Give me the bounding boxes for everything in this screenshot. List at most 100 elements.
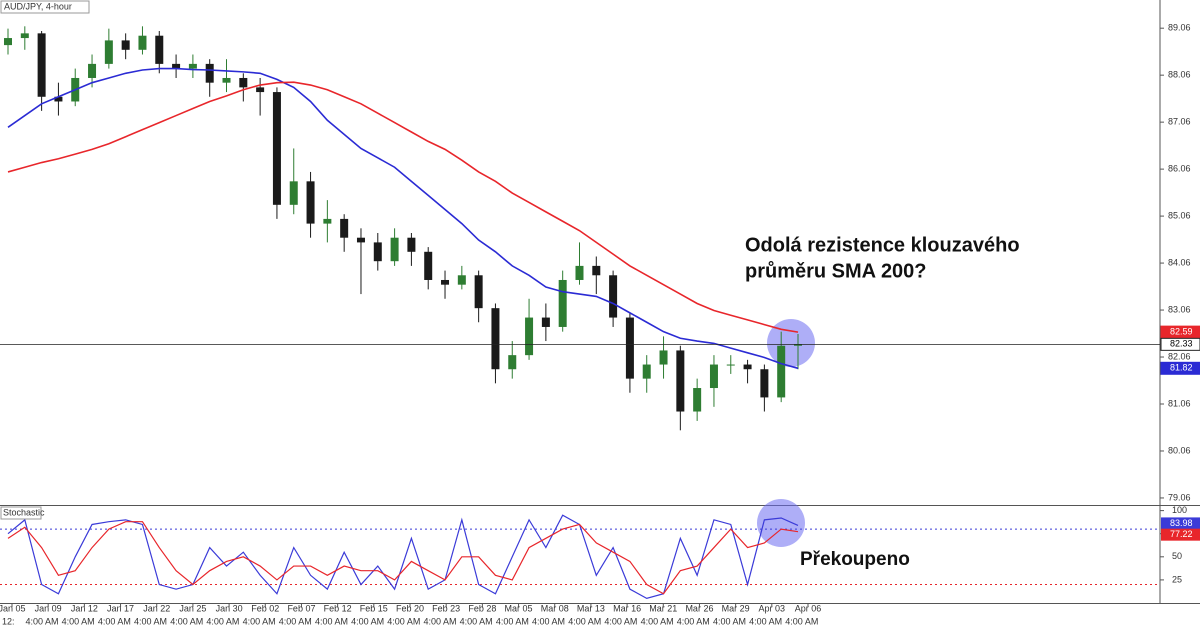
- x-time-label: 4:00 AM: [351, 616, 384, 626]
- y-tick-label: 25: [1172, 574, 1182, 584]
- price-badge: [1160, 337, 1200, 351]
- candle-body: [4, 38, 12, 46]
- x-tick-label: Jan 22: [143, 603, 170, 613]
- x-time-label: 4:00 AM: [749, 616, 782, 626]
- x-tick-label: Feb 15: [360, 603, 388, 613]
- candle-body: [37, 33, 46, 97]
- y-tick-label: 79.06: [1168, 492, 1191, 502]
- candle-body: [373, 242, 382, 262]
- price-badge-label: 82.33: [1170, 339, 1193, 349]
- candle-body: [54, 96, 63, 102]
- x-tick-label: Mar 05: [505, 603, 533, 613]
- candle-body: [525, 317, 534, 356]
- candle-body: [726, 364, 735, 366]
- candle-body: [88, 63, 97, 78]
- x-time-label: 4:00 AM: [713, 616, 746, 626]
- x-time-label: 4:00 AM: [677, 616, 710, 626]
- candle-body: [491, 308, 500, 370]
- candle-body: [424, 251, 433, 280]
- value-badge: [1161, 517, 1200, 530]
- x-tick-label: Jan 12: [71, 603, 98, 613]
- candle-body: [155, 35, 164, 64]
- price-badge: [1160, 361, 1200, 375]
- candle-body: [541, 317, 550, 327]
- annotation: Překoupeno: [800, 549, 910, 570]
- stochastic-line: [7, 514, 799, 600]
- annotation: Odolá rezistence klouzavého: [745, 234, 1020, 256]
- y-tick-label: 80.06: [1168, 445, 1191, 455]
- y-tick-label: 86.06: [1168, 163, 1191, 173]
- x-time-label: 4:00 AM: [25, 616, 58, 626]
- y-tick-label: 88.06: [1168, 70, 1191, 80]
- candle-body: [323, 218, 332, 224]
- value-badge-label: 83.98: [1170, 518, 1193, 528]
- x-time-label: 4:00 AM: [641, 616, 674, 626]
- price-badge-label: 82.59: [1170, 327, 1193, 337]
- candle-body: [609, 275, 618, 318]
- x-tick-label: Feb 28: [468, 603, 496, 613]
- candle-body: [407, 237, 416, 252]
- highlight-circle: [767, 319, 815, 367]
- candle-body: [340, 218, 349, 238]
- candle-body: [676, 350, 685, 412]
- value-badge: [1161, 528, 1200, 541]
- x-time-label: 4:00 AM: [532, 616, 565, 626]
- x-time-label: 4:00 AM: [98, 616, 131, 626]
- x-time-label: 4:00 AM: [460, 616, 493, 626]
- indicator-title: Stochastic: [3, 507, 45, 517]
- candle-body: [474, 275, 483, 309]
- candle-body: [104, 40, 113, 64]
- y-tick-label: 89.06: [1168, 23, 1191, 33]
- candle-body: [693, 388, 702, 412]
- stochastic-line: [7, 521, 799, 595]
- highlight-circle: [757, 499, 805, 547]
- x-tick-label: Feb 07: [287, 603, 315, 613]
- candle-body: [306, 181, 315, 224]
- y-tick-label: 100: [1172, 505, 1187, 515]
- candle-body: [441, 279, 450, 285]
- moving-average-line: [7, 67, 799, 370]
- y-tick-label: 81.06: [1168, 398, 1191, 408]
- x-time-label: 4:00 AM: [279, 616, 312, 626]
- candle-body: [575, 265, 584, 280]
- candle-body: [642, 364, 651, 379]
- x-tick-label: Jan 05: [0, 603, 26, 613]
- candle-body: [743, 364, 752, 370]
- x-time-label: 4:00 AM: [243, 616, 276, 626]
- x-tick-label: Mar 26: [685, 603, 713, 613]
- x-tick-label: Mar 13: [577, 603, 605, 613]
- candle-body: [356, 237, 365, 243]
- x-time-label: 4:00 AM: [387, 616, 420, 626]
- x-tick-label: Feb 20: [396, 603, 424, 613]
- x-tick-label: Jan 30: [216, 603, 243, 613]
- candle-body: [272, 92, 281, 205]
- x-tick-label: Feb 12: [324, 603, 352, 613]
- y-tick-label: 82.06: [1168, 351, 1191, 361]
- candle-body: [205, 63, 214, 83]
- x-tick-label: Mar 16: [613, 603, 641, 613]
- candle-body: [239, 77, 248, 88]
- x-time-label: 4:00 AM: [62, 616, 95, 626]
- candle-body: [256, 87, 265, 93]
- y-tick-label: 87.06: [1168, 117, 1191, 127]
- candle-body: [777, 345, 786, 398]
- candle-body: [390, 237, 399, 262]
- candle-body: [625, 317, 634, 379]
- x-tick-label: Apr 06: [795, 603, 822, 613]
- y-tick-label: 84.06: [1168, 257, 1191, 267]
- annotation: průměru SMA 200?: [745, 260, 927, 282]
- candle-body: [20, 33, 29, 39]
- x-time-label: 4:00 AM: [785, 616, 818, 626]
- x-tick-label: Mar 29: [722, 603, 750, 613]
- x-tick-label: Feb 02: [251, 603, 279, 613]
- candle-body: [457, 275, 466, 285]
- y-tick-label: 50: [1172, 551, 1182, 561]
- x-time-label: 4:00 AM: [206, 616, 239, 626]
- candle-body: [709, 364, 718, 389]
- candle-body: [794, 344, 802, 346]
- x-tick-label: Apr 03: [759, 603, 786, 613]
- title-box: [0, 0, 90, 14]
- value-badge-label: 77.22: [1170, 529, 1193, 539]
- x-time-label: 4:00 AM: [170, 616, 203, 626]
